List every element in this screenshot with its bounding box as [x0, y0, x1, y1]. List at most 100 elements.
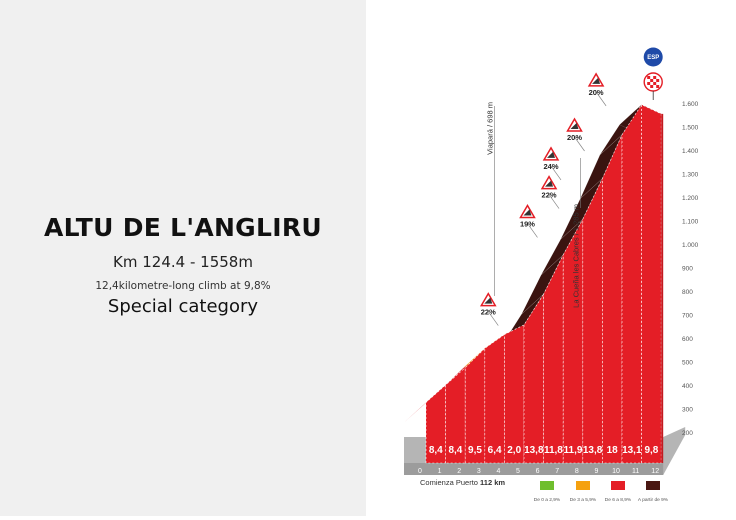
altitude-tick-label: 1.400 — [682, 148, 699, 155]
altitude-tick-label: 1.100 — [682, 219, 699, 226]
profile-segment — [602, 134, 623, 464]
km-tick-label: 12 — [651, 468, 659, 475]
km-tick-label: 7 — [555, 468, 559, 475]
gradient-badge-label: 19% — [520, 219, 535, 228]
km-strip — [404, 463, 664, 475]
finish-flag-check — [647, 82, 651, 85]
km-tick-label: 2 — [457, 468, 461, 475]
segment-gradient-label: 11,8 — [544, 445, 563, 456]
segment-gradient-label: 18 — [607, 445, 619, 456]
altitude-tick-label: 600 — [682, 336, 693, 343]
finish-flag-check — [650, 79, 654, 82]
badge-leader-line — [548, 194, 560, 209]
climb-km-altitude: Km 124.4 - 1558m — [113, 253, 253, 271]
km-tick-label: 11 — [632, 468, 639, 475]
gradient-badge-label: 22% — [542, 191, 557, 200]
km-tick-label: 6 — [536, 468, 540, 475]
legend-label: De 0 a 2,9% — [534, 497, 561, 503]
climb-description: 12,4kilometre-long climb at 9,8% — [95, 280, 271, 292]
esp-badge-label: ESP — [647, 55, 659, 61]
segment-gradient-label: 2,0 — [507, 445, 521, 456]
finish-flag-check — [650, 85, 654, 88]
legend-swatch — [646, 481, 660, 490]
altitude-tick-label: 200 — [682, 430, 693, 437]
profile-segment — [582, 178, 603, 464]
segment-gradient-label: 13,1 — [622, 445, 642, 456]
gradient-badge-triangle — [540, 175, 558, 190]
profile-end-face — [661, 113, 664, 464]
altitude-tick-label: 700 — [682, 313, 693, 320]
legend-swatch — [576, 481, 590, 490]
climb-title: ALTU DE L'ANGLIRU — [44, 213, 322, 242]
altitude-tick-label: 1.200 — [682, 195, 699, 202]
profile-segment — [464, 347, 486, 464]
badge-leader-line — [550, 165, 562, 181]
altitude-tick-label: 1.300 — [682, 172, 699, 179]
badge-leader-line — [574, 136, 585, 152]
altitude-tick-label: 500 — [682, 360, 693, 367]
gradient-badge-glyph — [592, 77, 601, 84]
profile-segment — [641, 104, 662, 464]
km-tick-label: 4 — [496, 468, 500, 475]
altitude-tick-label: 900 — [682, 266, 693, 273]
legend-swatch — [611, 481, 625, 490]
altitude-tick-label: 1.600 — [682, 101, 699, 108]
place-label: Viapará / 698 m — [485, 102, 494, 155]
profile-panel: 8,4 8,4 9,5 6,4 2,0 13,8 11,8 11,9 13,8 18 13,1 9,8… — [366, 0, 736, 516]
km-tick-label: 8 — [575, 468, 579, 475]
gradient-badge-label: 22% — [481, 308, 496, 317]
segment-gradient-label: 6,4 — [488, 445, 502, 456]
segment-gradient-label: 9,8 — [644, 445, 658, 456]
gradient-badge-glyph — [523, 209, 532, 216]
profile-segment — [621, 103, 642, 464]
profile-segment — [484, 333, 505, 464]
profile-segment — [562, 219, 584, 464]
km-tick-label: 0 — [418, 468, 422, 475]
altitude-tick-label: 300 — [682, 407, 693, 414]
gradient-badge-label: 20% — [567, 133, 582, 142]
segment-gradient-label: 13,8 — [524, 445, 544, 456]
place-label: La Cueña les Cabres / 1.285 m — [572, 204, 581, 308]
gradient-badge-glyph — [547, 151, 555, 158]
segment-gradient-label: 11,9 — [564, 445, 583, 456]
altitude-tick-label: 1.500 — [682, 125, 699, 132]
badge-leader-line — [487, 311, 499, 326]
legend-label: A partir de 9% — [638, 497, 669, 503]
profile-segment — [425, 384, 446, 464]
info-panel: ALTU DE L'ANGLIRU Km 124.4 - 1558m 12,4k… — [0, 0, 366, 516]
legend-swatch — [540, 481, 554, 490]
finish-flag-check — [656, 79, 660, 82]
finish-flag-check — [653, 82, 657, 85]
gradient-badge-label: 20% — [589, 88, 604, 97]
gradient-badge-glyph — [570, 122, 579, 129]
altitude-tick-label: 400 — [682, 383, 693, 390]
segment-gradient-label: 8,4 — [448, 445, 462, 456]
gradient-badge-label: 24% — [543, 162, 558, 171]
km-tick-label: 5 — [516, 468, 520, 475]
badge-leader-line — [595, 91, 607, 107]
segment-gradient-label: 8,4 — [429, 445, 443, 456]
altitude-profile-chart: 8,4 8,4 9,5 6,4 2,0 13,8 11,8 11,9 13,8 18 13,1 9,8… — [403, 47, 699, 503]
finish-flag-check — [656, 85, 660, 88]
badge-leader-line — [527, 223, 538, 238]
km-tick-label: 10 — [612, 468, 620, 475]
km-tick-label: 9 — [594, 468, 598, 475]
profile-segment — [504, 324, 525, 464]
legend-label: De 3 a 5,9% — [570, 497, 597, 503]
finish-flag-check — [647, 76, 651, 79]
altitude-tick-label: 1.000 — [682, 242, 699, 249]
altitude-tick-label: 800 — [682, 289, 693, 296]
legend-label: De 6 a 8,9% — [605, 497, 632, 503]
finish-flag-check — [653, 76, 657, 79]
km-tick-label: 1 — [438, 468, 442, 475]
segment-gradient-label: 13,8 — [583, 445, 603, 456]
gradient-badge-glyph — [545, 180, 554, 187]
gradient-badge-triangle — [519, 203, 536, 219]
start-label: Comienza Puerto 112 km — [420, 478, 505, 487]
profile-segment — [523, 293, 544, 464]
km-tick-label: 3 — [477, 468, 481, 475]
gradient-badge-glyph — [484, 297, 493, 304]
esp-badge — [643, 47, 663, 67]
segment-gradient-label: 9,5 — [468, 445, 482, 456]
climb-category: Special category — [107, 296, 259, 317]
